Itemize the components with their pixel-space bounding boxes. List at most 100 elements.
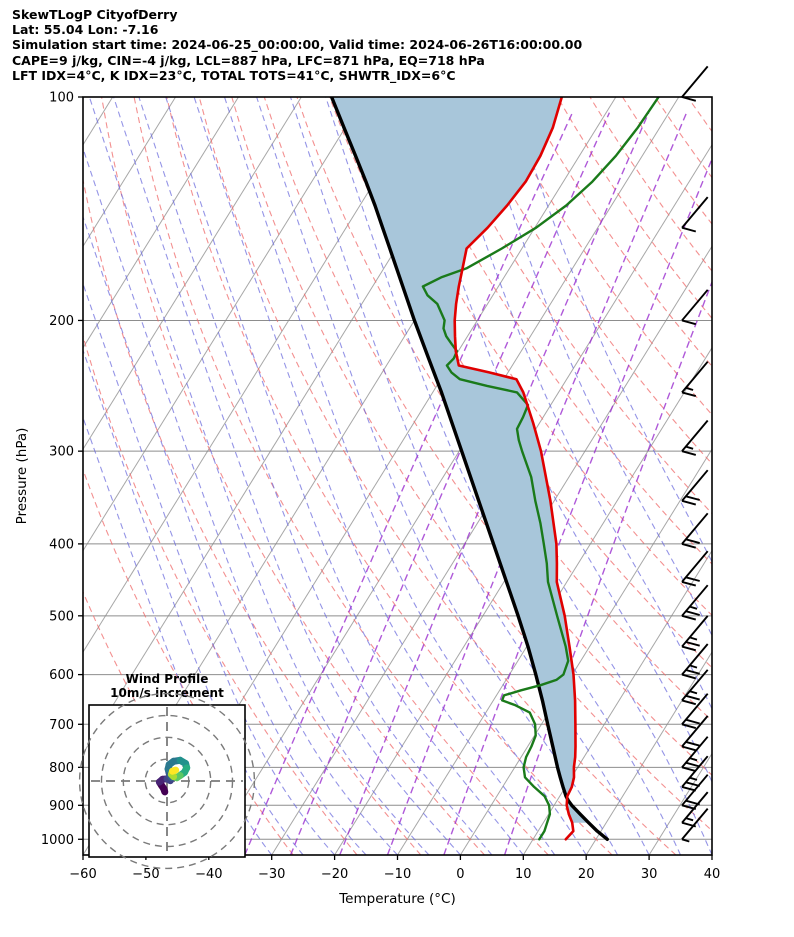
moist-adiabat-line [83,348,304,855]
hodograph-segment [169,766,180,775]
wind-barb [681,807,709,843]
y-tick-label: 400 [49,537,74,552]
cape-shaded-area [331,97,589,823]
hodograph-title-line1: Wind Profile [126,672,209,686]
moist-adiabat-line [83,282,336,855]
barb-full-flag [681,580,697,587]
wind-barb [681,791,709,828]
barb-full-flag [681,645,697,652]
x-tick-label: −10 [384,867,411,882]
barb-shaft [681,65,709,98]
barb-full-flag [681,804,697,811]
mixing-ratio-line [386,112,688,855]
dry-adiabat-line [83,468,294,855]
x-tick-label: 0 [456,867,464,882]
moist-adiabat-line [113,97,461,855]
barb-half-flag [689,690,698,695]
wind-barb [681,643,709,680]
barb-full-flag [681,542,697,549]
y-tick-label: 900 [49,799,74,814]
barb-half-flag [685,817,694,822]
barb-full-flag [685,718,700,725]
barb-half-flag [681,838,690,843]
header-indices-line: LFT IDX=4°C, K IDX=23°C, TOTAL TOTS=41°C… [12,67,456,83]
mixing-ratio-line [339,112,650,855]
isotherm-line [334,245,712,855]
isotherm-line [83,97,365,552]
dry-adiabat-line [753,97,794,855]
barb-half-flag [689,776,698,781]
wind-barb [681,419,709,456]
barb-full-flag [681,699,697,706]
y-tick-label: 800 [49,761,74,776]
wind-barb [681,65,709,102]
barb-shaft [681,807,709,840]
dewpoint-profile-line [421,97,660,841]
x-tick-label: −60 [69,867,96,882]
x-tick-label: 30 [641,867,658,882]
x-tick-label: −40 [195,867,222,882]
dry-adiabat-line [394,97,712,565]
moist-adiabat-line [472,97,712,637]
x-tick-label: 10 [515,867,532,882]
wind-barb [681,512,709,549]
moist-adiabat-line [256,97,619,855]
dry-adiabat-line [83,334,358,855]
barb-full-flag [681,785,697,792]
barb-shaft [681,196,709,229]
moist-adiabat-line [138,97,493,855]
wind-barb [681,196,709,233]
moist-adiabat-line [83,146,398,855]
barb-full-flag [681,745,697,752]
isotherm-line [83,97,302,451]
header-title: SkewTLogP CityofDerry [12,7,178,22]
barb-half-flag [689,605,698,610]
x-axis-label: Temperature (°C) [338,891,456,907]
barb-full-flag [685,495,700,501]
moist-adiabat-line [223,97,587,855]
cape-shading-group [331,97,589,823]
wind-barb [681,715,709,752]
x-tick-label: −20 [321,867,348,882]
wind-barb [681,736,709,773]
isotherm-line [522,549,712,855]
barb-full-flag [681,319,697,326]
temperature-profile-line [453,97,577,841]
dry-adiabat-line [720,97,794,855]
barb-full-flag [681,499,697,506]
dry-adiabat-line [166,97,613,855]
y-axis-label: Pressure (hPa) [14,428,30,525]
wind-barb [681,289,709,326]
barb-full-flag [685,576,700,582]
barb-full-flag [681,723,697,730]
barb-half-flag [685,386,694,391]
dry-adiabat-line [83,177,422,855]
y-tick-label: 300 [49,445,74,460]
barb-half-flag [689,636,698,641]
barb-full-flag [681,766,697,773]
y-tick-label: 600 [49,668,74,683]
moist-adiabat-line [435,97,712,711]
barb-shaft [681,289,709,322]
moist-adiabat-line [88,97,430,855]
dry-adiabat-line [263,97,712,776]
mixing-ratio-line [443,157,712,855]
isotherm-line [83,97,176,248]
dry-adiabat-line [361,97,712,617]
barb-full-flag [685,740,700,747]
isotherm-line [83,97,428,654]
dry-adiabat-line [101,97,485,855]
wind-barb [681,615,709,652]
figure-header: SkewTLogP CityofDerry Lat: 55.04 Lon: -7… [12,7,782,83]
barb-full-flag [685,781,700,787]
barb-half-flag [689,664,698,669]
x-tick-label: −30 [258,867,285,882]
barb-full-flag [685,799,700,806]
y-tick-label: 1000 [41,833,74,848]
profile-group [329,97,660,841]
dry-adiabat-line [491,97,712,416]
barb-full-flag [685,694,700,701]
barb-full-flag [685,610,700,616]
wind-barb [681,469,709,506]
